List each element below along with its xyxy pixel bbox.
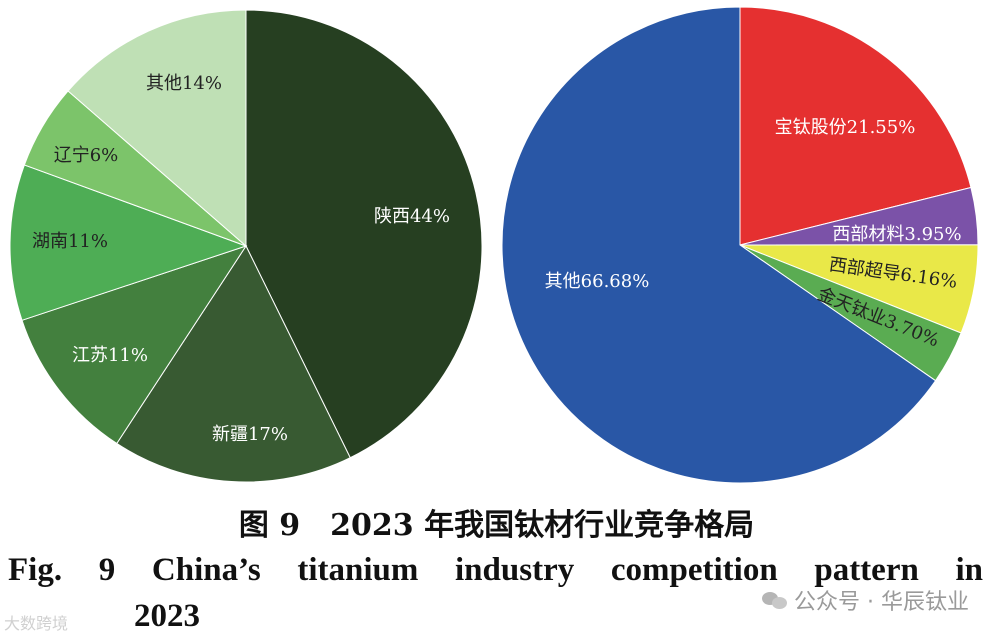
- pie0-slice-3: [9, 164, 248, 321]
- pie-chart-regions: 陕西44% 新疆17% 江苏11% 湖南11% 辽宁6% 其他14%: [9, 9, 483, 483]
- pie0-slice-label-2: 江苏11%: [72, 345, 148, 366]
- pie0-slice-5: [67, 9, 247, 248]
- pie-charts: 陕西44% 新疆17% 江苏11% 湖南11% 辽宁6% 其他14% 宝钛股份21.55%…: [9, 6, 979, 484]
- pie1-slice-label-4: 其他66.68%: [545, 271, 650, 292]
- pie0-slice-label-4: 辽宁6%: [54, 145, 119, 166]
- caption-chinese: 图 9 2023 年我国钛材行业竞争格局: [238, 508, 755, 543]
- pie1-slice-0: [739, 6, 972, 246]
- watermark-left: 大数跨境: [4, 610, 68, 634]
- pie0-slice-label-1: 新疆17%: [212, 424, 288, 445]
- pie0-slice-label-3: 湖南11%: [32, 231, 108, 252]
- pie0-slice-2: [21, 245, 248, 445]
- pie0-slice-0: [245, 9, 483, 459]
- pie1-slice-label-1: 西部材料3.95%: [832, 224, 961, 245]
- watermark-right-text: 公众号 · 华辰钛业: [794, 590, 969, 615]
- pie-chart-companies: 宝钛股份21.55%西部材料3.95%西部超导6.16%金天钛业3.70%其他6…: [501, 6, 979, 484]
- watermark-left-text: 大数跨境: [4, 614, 69, 633]
- pie0-slice-label-0: 陕西44%: [374, 206, 450, 227]
- pie1-slice-4: [501, 6, 937, 484]
- wechat-icon: [762, 590, 788, 610]
- watermark-right: 公众号 · 华辰钛业: [762, 584, 969, 616]
- caption-english-line1: Fig. 9 China’s titanium industry competi…: [8, 552, 983, 588]
- pie1-slice-label-0: 宝钛股份21.55%: [775, 117, 916, 138]
- caption-english-line2: 2023: [134, 598, 200, 634]
- pie0-slice-1: [116, 244, 351, 483]
- pie0-slice-label-5: 其他14%: [146, 73, 222, 94]
